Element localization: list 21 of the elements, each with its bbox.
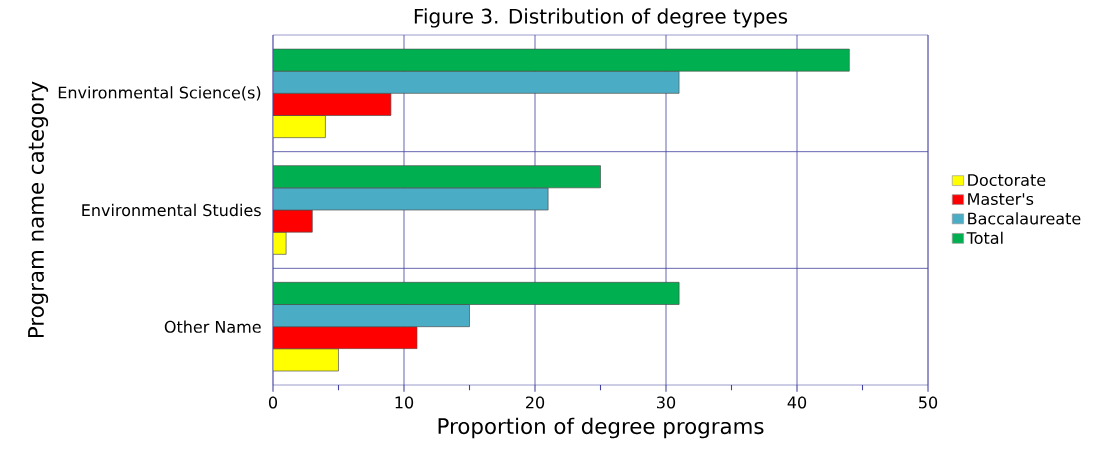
legend-label: Doctorate [968, 174, 1046, 187]
chart-title: Figure 3. Distribution of degree types [414, 8, 788, 28]
y-tick-label: Other Name [164, 320, 261, 333]
bar [273, 348, 339, 372]
bar [273, 187, 549, 211]
legend-label: Master's [968, 193, 1034, 206]
legend-label: Baccalaureate [968, 212, 1081, 225]
x-tick-label: 50 [919, 396, 938, 409]
y-tick-label: Environmental Studies [82, 203, 261, 217]
x-axis-title: Proportion of degree programs [438, 417, 764, 439]
bar [273, 304, 470, 328]
x-tick-label: 0 [268, 396, 278, 409]
x-tick-label: 30 [657, 396, 676, 409]
bar [273, 70, 680, 94]
x-tick-label: 10 [395, 396, 414, 409]
bar [273, 115, 326, 139]
legend-label: Total [966, 231, 1003, 245]
x-tick-label: 40 [787, 396, 807, 409]
x-tick-label: 20 [525, 396, 545, 409]
y-tick-label: Environmental Science(s) [58, 86, 261, 101]
y-axis-title: Program name category [28, 81, 49, 338]
